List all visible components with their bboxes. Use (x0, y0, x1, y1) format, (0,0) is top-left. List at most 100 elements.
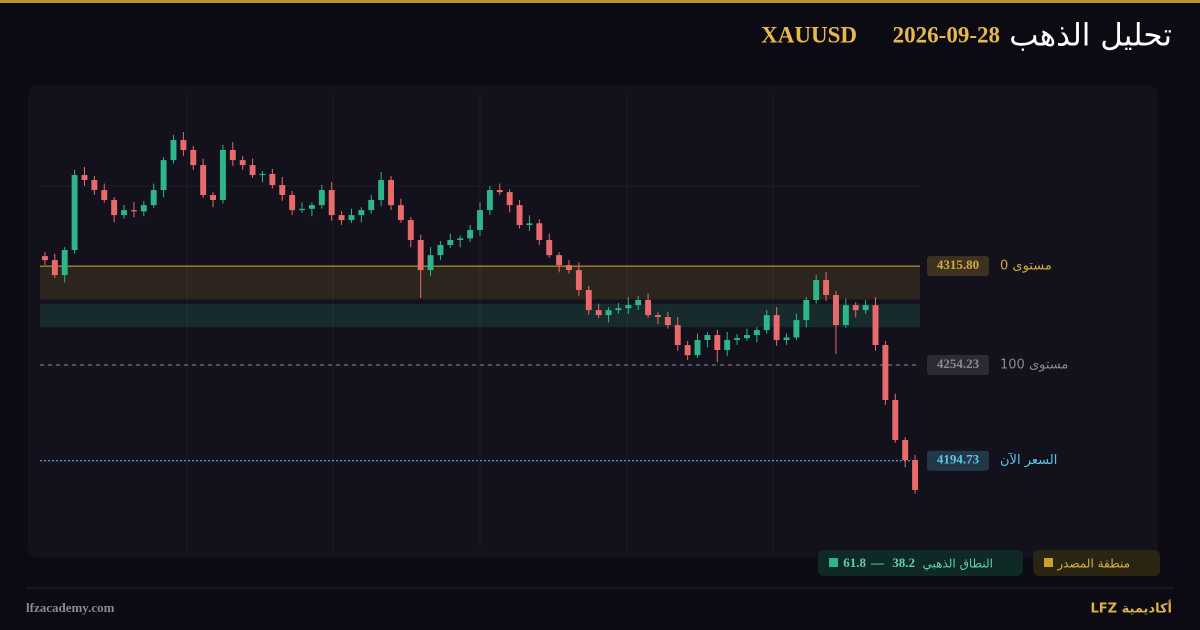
candle-body (160, 160, 167, 191)
candle-body (575, 270, 582, 291)
candle-body (51, 260, 58, 276)
candle-body (180, 140, 187, 150)
candle-body (595, 310, 602, 316)
candle-body (753, 330, 760, 336)
candle-body (803, 299, 810, 321)
candle-body (506, 192, 513, 206)
candle-body (615, 308, 622, 311)
legend-to: 61.8 (843, 555, 866, 570)
candle-body (536, 223, 543, 241)
legend-swatch (829, 558, 838, 567)
candle-body (200, 165, 207, 196)
candle-body (417, 240, 424, 271)
candle-body (734, 338, 741, 341)
candle-body (556, 255, 563, 266)
candle-body (121, 210, 128, 216)
candle-body (358, 210, 365, 216)
level-price: 4254.23 (937, 356, 980, 371)
legend-label: منطقة المصدر (1056, 557, 1130, 572)
footer-site: lfzacademy.com (26, 600, 115, 615)
candle-body (744, 335, 750, 339)
candle-body (684, 345, 691, 356)
candle-body (852, 305, 859, 311)
candle-body (111, 199, 118, 216)
candle-body (823, 280, 830, 296)
candle-body (714, 335, 721, 350)
candle-body (912, 460, 919, 491)
plot: 4315.80 مستوى 0 4254.23 مستوى 100 4194.73 الس… (40, 95, 1068, 550)
candle-body (259, 173, 266, 176)
candle-body (71, 175, 78, 250)
candle-body (190, 149, 197, 166)
candle-body (368, 199, 375, 211)
candle-body (862, 305, 869, 311)
candle-body (140, 205, 147, 212)
candle-body (635, 299, 642, 306)
candle-body (397, 205, 404, 221)
candle-body (477, 210, 483, 231)
level-price-box (927, 450, 989, 471)
candle-body (150, 190, 157, 206)
legend-separator: — (870, 555, 885, 570)
candle-body (566, 265, 572, 271)
candle-body (239, 160, 246, 166)
footer-brand: أكاديمية LFZ (1091, 600, 1172, 617)
candle-body (526, 223, 533, 226)
top-accent (0, 0, 1200, 3)
legend-label: النطاق الذهبي (923, 557, 993, 571)
candle-body (704, 335, 711, 341)
candle-body (783, 337, 790, 341)
candle-body (902, 440, 909, 461)
candle-body (546, 240, 553, 256)
symbol: XAUUSD (761, 22, 857, 47)
candle-body (694, 340, 701, 356)
candle-body (773, 315, 780, 341)
candle-body (763, 315, 770, 331)
legend-golden-zone (818, 550, 1023, 576)
level-price-box (927, 355, 989, 376)
candle-body (882, 345, 889, 400)
candle-body (486, 190, 493, 211)
candle-body (318, 190, 325, 206)
candle-body (407, 220, 414, 241)
candle-body (625, 305, 632, 309)
date: 2026-09-28 (893, 22, 1000, 47)
legend-from: 38.2 (892, 555, 915, 570)
candle-body (842, 305, 849, 326)
candle-body (249, 165, 256, 176)
candle-body (269, 173, 276, 186)
legend-source-zone (1033, 550, 1160, 576)
golden-zone (40, 303, 920, 328)
candle-body (388, 180, 394, 206)
candle-body (813, 280, 820, 300)
level-label: السعر الآن (1000, 452, 1057, 468)
candle-body (81, 175, 88, 181)
candle-body (457, 238, 464, 241)
level-price: 4194.73 (937, 452, 980, 467)
candle-body (289, 195, 296, 211)
candle-body (299, 208, 305, 211)
candle-body (605, 310, 612, 316)
candle-body (447, 240, 454, 246)
candle-body (61, 249, 68, 276)
candle-body (219, 149, 226, 200)
candle-body (328, 190, 335, 216)
candle-body (724, 340, 731, 350)
candle-body (229, 149, 236, 161)
chart-panel (28, 85, 1158, 558)
title: تحليل الذهب (1009, 18, 1172, 54)
candle-body (41, 256, 48, 261)
source-zone (40, 266, 920, 300)
candle-body (170, 140, 177, 161)
level-price: 4315.80 (937, 257, 979, 272)
candle-body (516, 205, 523, 226)
level-price-box (927, 256, 989, 277)
candle-body (892, 399, 899, 441)
candle-body (91, 180, 98, 191)
candle-body (467, 230, 474, 239)
candle-body (338, 215, 345, 221)
level-label: مستوى 0 (1000, 259, 1052, 274)
candle-body (585, 290, 592, 311)
candle-body (101, 190, 108, 200)
